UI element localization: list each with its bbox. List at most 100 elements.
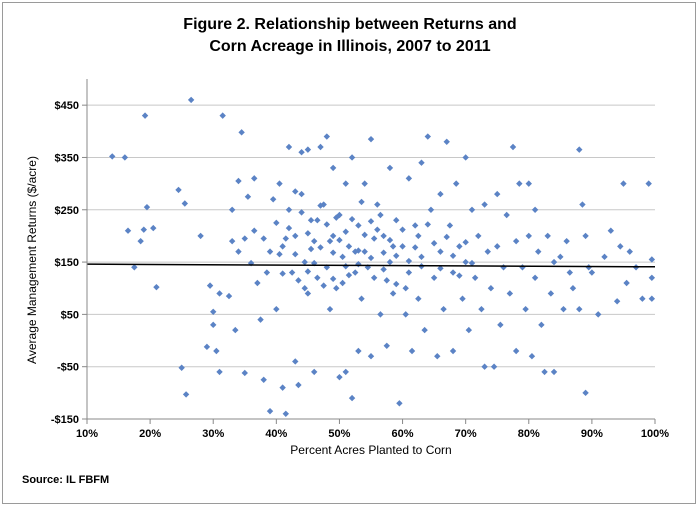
y-axis-label: Average Management Returns ($/acre) <box>25 156 39 364</box>
chart-title-line-2: Corn Acreage in Illinois, 2007 to 2011 <box>209 38 491 55</box>
data-point <box>437 248 444 255</box>
data-point <box>358 295 365 302</box>
data-point <box>639 295 646 302</box>
data-point <box>342 228 349 235</box>
data-point <box>512 347 520 355</box>
data-point <box>238 129 245 136</box>
data-point <box>276 180 283 187</box>
data-point <box>418 253 425 261</box>
data-point <box>251 175 258 182</box>
data-point <box>109 153 116 160</box>
data-point <box>339 279 346 287</box>
data-point <box>137 237 144 245</box>
data-point <box>585 264 592 271</box>
data-point <box>317 202 324 209</box>
data-point <box>582 389 589 397</box>
data-point <box>210 308 217 315</box>
data-point <box>288 269 296 276</box>
data-point <box>449 252 457 259</box>
data-point <box>393 252 400 259</box>
data-point <box>503 211 510 219</box>
data-point <box>182 391 190 398</box>
data-point <box>377 311 384 318</box>
data-point <box>187 96 195 104</box>
data-point <box>595 311 602 318</box>
data-point <box>547 290 555 297</box>
data-point <box>342 180 349 187</box>
data-point <box>411 244 419 251</box>
data-point <box>393 217 400 224</box>
data-point <box>219 112 226 119</box>
data-point <box>260 235 267 242</box>
data-point <box>329 164 337 172</box>
data-point <box>430 240 438 247</box>
data-point <box>228 206 236 213</box>
data-point <box>206 282 214 289</box>
data-point <box>393 280 400 288</box>
data-point <box>487 285 495 292</box>
data-point <box>535 248 542 255</box>
data-point <box>326 237 334 245</box>
data-point <box>475 232 482 240</box>
data-point <box>462 258 469 266</box>
data-point <box>405 175 413 182</box>
data-point <box>411 222 419 229</box>
data-point <box>613 298 621 305</box>
data-point <box>304 268 312 275</box>
data-point <box>427 206 435 213</box>
data-point <box>339 253 346 261</box>
data-point <box>292 251 299 258</box>
data-point <box>449 347 457 355</box>
data-point <box>424 133 431 140</box>
data-point <box>383 342 390 349</box>
data-point <box>481 201 488 208</box>
data-point <box>462 239 469 246</box>
chart-title-line-1: Figure 2. Relationship between Returns a… <box>183 16 517 33</box>
x-tick-label: 10% <box>76 428 98 440</box>
y-tick-label: $350 <box>55 152 79 164</box>
data-point <box>490 363 498 370</box>
data-point <box>550 258 558 266</box>
data-point <box>468 206 476 213</box>
data-point <box>566 269 573 276</box>
data-point <box>143 203 151 211</box>
data-point <box>333 285 340 292</box>
data-point <box>386 258 394 266</box>
data-point <box>494 190 501 198</box>
data-point <box>389 243 397 250</box>
data-point <box>266 248 274 255</box>
data-point <box>121 154 129 161</box>
data-point <box>386 236 394 244</box>
trend-line <box>86 263 656 268</box>
data-point <box>140 226 147 233</box>
data-point <box>645 180 652 187</box>
data-point <box>311 237 318 245</box>
data-point <box>443 138 450 145</box>
data-point <box>440 305 447 313</box>
data-point <box>298 190 305 198</box>
data-point <box>506 290 514 297</box>
data-point <box>352 248 359 255</box>
data-point <box>509 143 517 151</box>
data-point <box>405 269 413 276</box>
x-tick-label: 80% <box>518 428 540 440</box>
data-point <box>323 221 331 228</box>
data-point <box>235 248 242 255</box>
data-point <box>175 186 182 194</box>
data-point <box>358 198 365 206</box>
data-point <box>355 222 362 229</box>
data-point <box>453 180 460 187</box>
data-point <box>326 305 334 313</box>
data-point <box>648 295 656 302</box>
data-point <box>285 143 293 151</box>
data-point <box>257 316 264 323</box>
data-point <box>314 217 321 224</box>
data-point <box>361 248 368 255</box>
data-point <box>380 266 387 273</box>
data-point <box>446 222 454 229</box>
data-point <box>203 343 211 351</box>
data-point <box>588 269 596 276</box>
data-point <box>279 384 286 391</box>
data-point <box>494 243 501 250</box>
data-point <box>153 283 160 291</box>
